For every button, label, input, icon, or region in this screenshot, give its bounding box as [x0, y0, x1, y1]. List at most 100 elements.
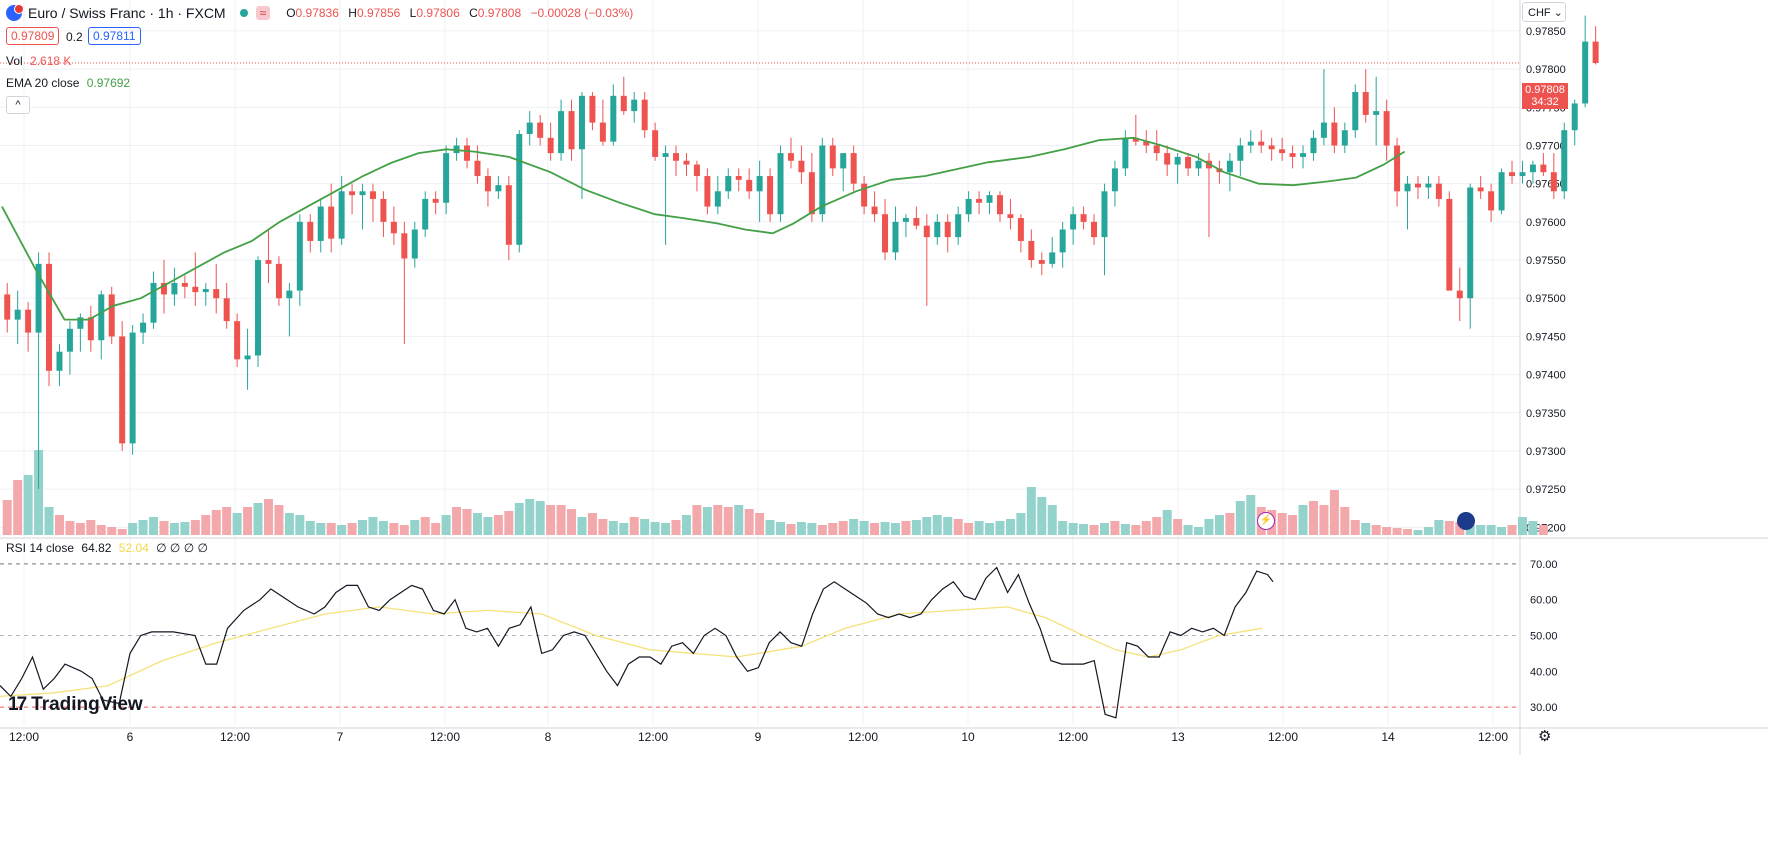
volume-bar: [650, 522, 660, 535]
rsi-legend[interactable]: RSI 14 close 64.82 52.04 ∅ ∅ ∅ ∅: [6, 541, 208, 555]
candle: [850, 145, 857, 192]
candle: [484, 168, 491, 207]
candle-body: [861, 183, 868, 207]
candle: [955, 206, 962, 245]
candle-body: [432, 198, 439, 203]
volume-bar: [1037, 497, 1047, 535]
candle: [756, 160, 763, 222]
volume-bar: [1131, 525, 1141, 535]
candle-body: [380, 198, 387, 222]
volume-bar: [232, 513, 242, 535]
volume-bar: [305, 521, 315, 535]
price-tick-label: 0.97800: [1526, 64, 1566, 76]
candle: [641, 92, 648, 138]
volume-bar: [347, 523, 357, 535]
volume-bar: [326, 523, 336, 535]
settings-gear-icon[interactable]: ⚙: [1538, 728, 1552, 745]
candle-body: [1038, 260, 1045, 264]
volume-bar: [1162, 510, 1172, 535]
currency-selector[interactable]: CHF ⌄: [1522, 2, 1566, 22]
candle-body: [798, 160, 805, 173]
volume-bar: [776, 522, 786, 535]
candle-body: [328, 206, 335, 239]
rsi-line: [0, 566, 1274, 719]
time-tick-label: 12:00: [1268, 730, 1298, 744]
candle: [1383, 99, 1390, 161]
candle: [422, 191, 429, 238]
candle: [1331, 107, 1338, 154]
volume-legend[interactable]: Vol 2.618 K: [6, 54, 72, 68]
ema-legend[interactable]: EMA 20 close 0.97692: [6, 76, 131, 90]
collapse-legend-button[interactable]: ^: [6, 96, 30, 114]
candle: [652, 122, 659, 161]
volume-bar: [54, 515, 64, 535]
candle-body: [1279, 149, 1286, 154]
volume-bar: [1434, 520, 1444, 535]
volume-bar: [985, 523, 995, 535]
candle-body: [578, 95, 585, 150]
volume-bar: [608, 521, 618, 535]
volume-bar: [514, 503, 524, 535]
volume-bar: [23, 475, 33, 535]
candle: [1153, 130, 1160, 161]
candle-body: [422, 198, 429, 230]
candle-body: [537, 122, 544, 138]
event-flash-icon[interactable]: ⚡: [1257, 512, 1275, 530]
volume-bar: [786, 524, 796, 535]
volume-bar: [1497, 527, 1507, 535]
candle: [35, 252, 42, 490]
volume-bar: [838, 521, 848, 535]
replay-badge[interactable]: ≈: [255, 6, 271, 20]
candle: [526, 111, 533, 146]
candle: [432, 191, 439, 215]
volume-bar: [420, 517, 430, 535]
price-tick-label: 0.97650: [1526, 179, 1566, 191]
candle-body: [1435, 183, 1442, 199]
volume-bar: [222, 507, 232, 535]
candle-body: [693, 164, 700, 177]
candle-body: [944, 221, 951, 238]
tradingview-logo[interactable]: 17 TradingView: [8, 694, 143, 715]
economic-event-icon[interactable]: [1457, 512, 1475, 530]
candle-body: [484, 176, 491, 192]
candle-body: [1185, 156, 1192, 169]
candle: [516, 130, 523, 253]
candle-body: [140, 322, 147, 333]
candle: [1414, 176, 1421, 199]
candle-body: [202, 289, 209, 293]
buy-price-button[interactable]: 0.97811: [88, 27, 141, 45]
candle-body: [1352, 92, 1359, 131]
volume-bar: [1298, 505, 1308, 535]
candle: [495, 176, 502, 199]
symbol-title[interactable]: Euro / Swiss Franc · 1h · FXCM: [28, 5, 226, 21]
volume-bar: [493, 515, 503, 535]
candle-body: [1488, 191, 1495, 211]
symbol-flag-icon: [6, 4, 24, 21]
candle-body: [902, 218, 909, 222]
candle: [160, 260, 167, 314]
candle: [349, 183, 356, 215]
candle: [986, 191, 993, 215]
candle-body: [1320, 122, 1327, 138]
volume-bar: [796, 522, 806, 535]
candle-body: [338, 191, 345, 239]
volume-bar: [587, 513, 597, 535]
candle-body: [160, 282, 167, 295]
candle-body: [1164, 153, 1171, 165]
candle-body: [265, 260, 272, 264]
candle-body: [610, 95, 617, 142]
candle: [996, 191, 1003, 222]
candle-body: [1237, 145, 1244, 161]
sell-price-button[interactable]: 0.97809: [6, 27, 60, 45]
volume-bar: [535, 501, 545, 535]
symbol-legend[interactable]: Euro / Swiss Franc · 1h · FXCM ≈ O0.9783…: [6, 4, 639, 21]
candle-body: [725, 176, 732, 192]
candle-body: [1132, 137, 1139, 142]
volume-bar: [1392, 528, 1402, 535]
candle-body: [192, 286, 199, 293]
volume-bar: [1194, 527, 1204, 535]
candle: [965, 191, 972, 222]
candle-body: [87, 317, 94, 341]
volume-bar: [1089, 525, 1099, 535]
